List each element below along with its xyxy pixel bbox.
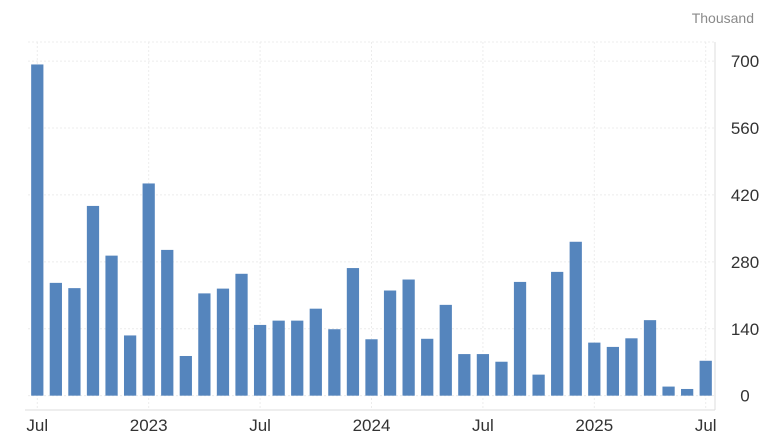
bar — [643, 320, 657, 396]
bar — [551, 271, 564, 396]
x-tick-label: Jul — [472, 416, 494, 435]
bar — [291, 320, 304, 396]
unit-label: Thousand — [692, 10, 754, 26]
y-tick-label: 420 — [731, 186, 759, 205]
bar — [513, 281, 527, 396]
bar — [309, 308, 322, 396]
y-tick-label: 140 — [731, 320, 759, 339]
bar — [625, 338, 638, 396]
bar — [328, 329, 341, 396]
bar — [458, 354, 471, 396]
bar — [179, 355, 192, 396]
bar — [68, 288, 81, 396]
bar — [86, 205, 100, 396]
bar — [439, 304, 452, 396]
x-tick-label: Jul — [26, 416, 48, 435]
bar — [383, 290, 397, 396]
bar — [235, 273, 248, 396]
bar — [681, 388, 694, 396]
bar — [49, 282, 62, 396]
x-tick-label: Jul — [249, 416, 271, 435]
y-tick-label: 560 — [731, 119, 759, 138]
bar — [346, 268, 360, 396]
bar — [699, 360, 712, 396]
bar — [123, 335, 137, 396]
bar — [365, 339, 378, 396]
bar — [662, 386, 675, 396]
bar — [532, 374, 545, 396]
bar — [476, 354, 490, 396]
x-axis-ticks: Jul 2023 Jul 2024 Jul 2025 Jul — [26, 416, 716, 435]
bar — [161, 249, 174, 396]
y-axis-ticks: 0 140 280 420 560 700 — [731, 52, 759, 406]
y-tick-label: 0 — [740, 387, 749, 406]
bar — [588, 342, 601, 396]
bar — [198, 293, 211, 396]
bar — [495, 361, 508, 396]
bar — [105, 255, 118, 396]
bar — [606, 346, 619, 396]
bar — [402, 279, 415, 396]
bar — [216, 288, 230, 396]
bar — [569, 241, 582, 396]
x-tick-label: 2025 — [575, 416, 613, 435]
y-tick-label: 280 — [731, 253, 759, 272]
y-tick-label: 700 — [731, 52, 759, 71]
x-tick-label: Jul — [695, 416, 717, 435]
bar — [142, 183, 155, 396]
bar — [272, 320, 285, 396]
bar — [421, 338, 434, 396]
bar — [31, 64, 44, 396]
bars — [31, 64, 712, 396]
bar — [253, 324, 267, 396]
x-tick-label: 2024 — [353, 416, 391, 435]
x-tick-label: 2023 — [130, 416, 168, 435]
